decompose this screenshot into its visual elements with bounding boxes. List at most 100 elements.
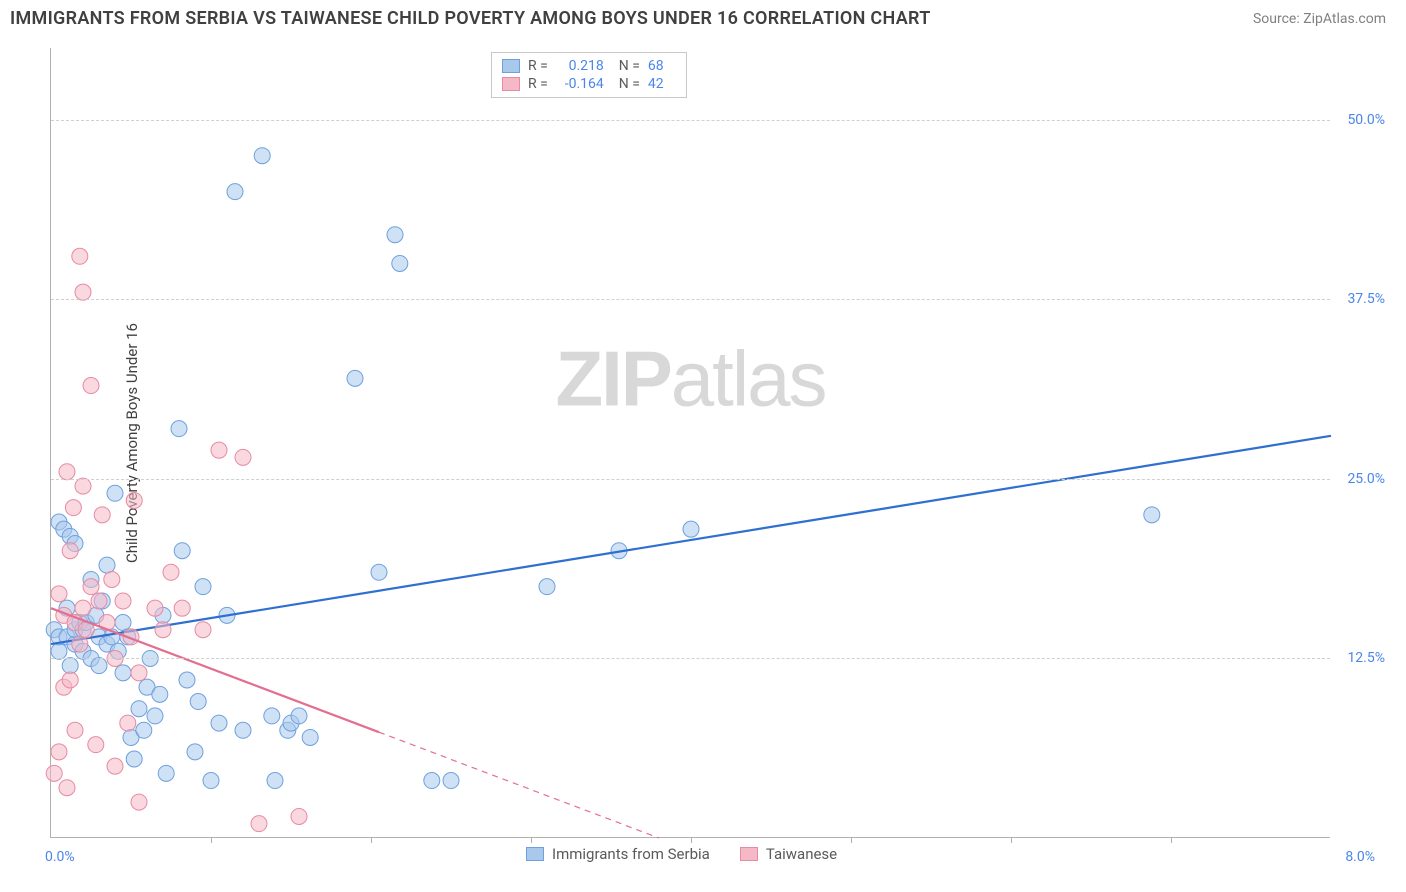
x-tick: [371, 837, 372, 843]
stat-legend: R = 0.218 N = 68R = -0.164 N = 42: [491, 52, 687, 98]
scatter-point: [291, 808, 307, 824]
x-tick: [851, 837, 852, 843]
scatter-point: [59, 464, 75, 480]
plot-area: ZIPatlas R =0.218 N =68R =-0.164 N =42 0…: [50, 48, 1330, 838]
scatter-point: [203, 773, 219, 789]
scatter-point: [62, 658, 78, 674]
stat-r-label: R =: [528, 58, 548, 74]
scatter-point: [152, 686, 168, 702]
scatter-point: [291, 708, 307, 724]
x-tick: [1171, 837, 1172, 843]
legend-swatch: [502, 77, 520, 91]
scatter-point: [155, 622, 171, 638]
x-axis-min-label: 0.0%: [45, 849, 75, 865]
x-tick: [1011, 837, 1012, 843]
gridline-h: [51, 479, 1330, 480]
scatter-point: [59, 780, 75, 796]
scatter-point: [46, 765, 62, 781]
series-legend-label: Taiwanese: [766, 845, 837, 863]
y-tick-label: 12.5%: [1347, 650, 1385, 666]
scatter-point: [147, 708, 163, 724]
stat-legend-row: R = -0.164 N = 42: [502, 75, 676, 93]
scatter-point: [147, 600, 163, 616]
gridline-h: [51, 120, 1330, 121]
scatter-point: [387, 227, 403, 243]
scatter-point: [131, 701, 147, 717]
scatter-point: [174, 600, 190, 616]
chart-title: IMMIGRANTS FROM SERBIA VS TAIWANESE CHIL…: [10, 8, 931, 29]
scatter-point: [67, 722, 83, 738]
series-legend-item: Taiwanese: [740, 845, 837, 863]
scatter-point: [115, 593, 131, 609]
scatter-point: [158, 765, 174, 781]
scatter-point: [235, 722, 251, 738]
stat-n-value: 68: [648, 58, 676, 74]
x-tick: [691, 837, 692, 843]
y-tick-label: 25.0%: [1347, 471, 1385, 487]
scatter-point: [99, 557, 115, 573]
scatter-point: [539, 579, 555, 595]
scatter-point: [267, 773, 283, 789]
scatter-point: [371, 564, 387, 580]
scatter-point: [107, 758, 123, 774]
chart-source: Source: ZipAtlas.com: [1253, 11, 1386, 27]
scatter-point: [115, 665, 131, 681]
scatter-point: [424, 773, 440, 789]
scatter-point: [195, 622, 211, 638]
scatter-point: [72, 248, 88, 264]
legend-swatch: [526, 847, 544, 861]
scatter-point: [131, 794, 147, 810]
stat-r-value: -0.164: [556, 76, 604, 92]
x-axis-max-label: 8.0%: [1345, 849, 1375, 865]
scatter-point: [51, 643, 67, 659]
scatter-point: [83, 378, 99, 394]
scatter-point: [211, 715, 227, 731]
scatter-point: [190, 694, 206, 710]
scatter-point: [72, 636, 88, 652]
x-tick: [211, 837, 212, 843]
scatter-point: [83, 579, 99, 595]
scatter-point: [174, 543, 190, 559]
scatter-point: [195, 579, 211, 595]
series-legend: Immigrants from Serbia Taiwanese: [526, 845, 837, 863]
scatter-point: [51, 586, 67, 602]
scatter-point: [62, 672, 78, 688]
scatter-point: [251, 816, 267, 832]
plot-wrapper: Child Poverty Among Boys Under 16 ZIPatl…: [50, 48, 1380, 838]
scatter-point: [227, 184, 243, 200]
scatter-point: [91, 658, 107, 674]
scatter-point: [104, 571, 120, 587]
scatter-point: [62, 543, 78, 559]
scatter-point: [254, 148, 270, 164]
scatter-point: [347, 370, 363, 386]
scatter-point: [302, 729, 318, 745]
stat-n-value: 42: [648, 76, 676, 92]
scatter-point: [94, 507, 110, 523]
scatter-point: [91, 593, 107, 609]
scatter-point: [683, 521, 699, 537]
scatter-point: [88, 737, 104, 753]
scatter-point: [235, 449, 251, 465]
stat-n-label: N =: [612, 76, 640, 92]
scatter-point: [120, 715, 136, 731]
trend-line: [51, 436, 1331, 644]
series-legend-label: Immigrants from Serbia: [552, 845, 710, 863]
scatter-point: [187, 744, 203, 760]
gridline-h: [51, 299, 1330, 300]
title-bar: IMMIGRANTS FROM SERBIA VS TAIWANESE CHIL…: [0, 0, 1406, 37]
scatter-point: [65, 500, 81, 516]
x-tick: [531, 837, 532, 843]
trend-line-dashed: [379, 732, 659, 838]
scatter-point: [163, 564, 179, 580]
stat-r-label: R =: [528, 76, 548, 92]
scatter-point: [126, 751, 142, 767]
scatter-point: [179, 672, 195, 688]
scatter-point: [75, 600, 91, 616]
scatter-point: [136, 722, 152, 738]
scatter-point: [51, 744, 67, 760]
scatter-point: [392, 255, 408, 271]
stat-legend-row: R =0.218 N =68: [502, 57, 676, 75]
scatter-point: [75, 284, 91, 300]
gridline-h: [51, 658, 1330, 659]
stat-r-value: 0.218: [556, 58, 604, 74]
